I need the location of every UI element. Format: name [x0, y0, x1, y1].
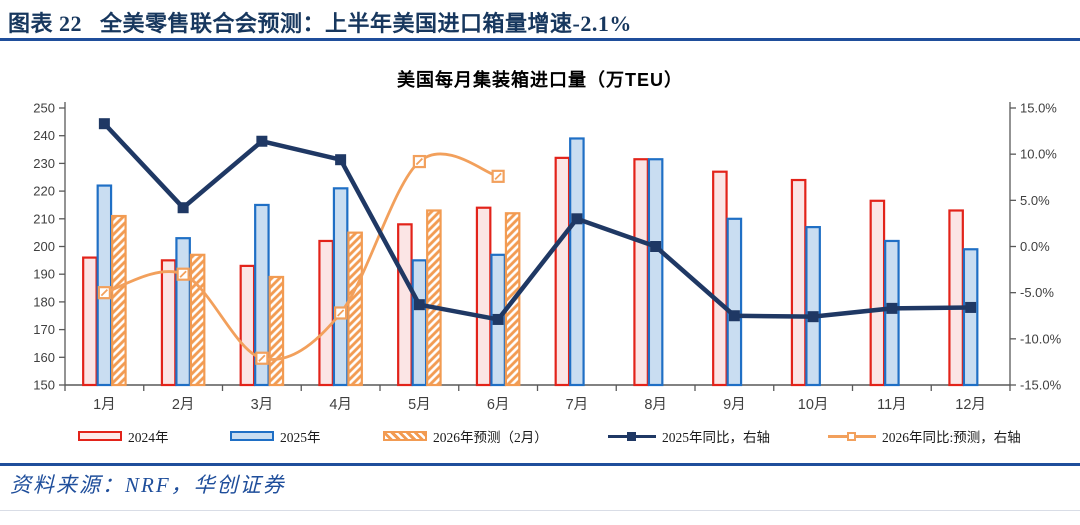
legend-swatch-2025-bar	[230, 431, 274, 441]
svg-text:190: 190	[33, 267, 55, 282]
svg-text:170: 170	[33, 322, 55, 337]
svg-text:230: 230	[33, 156, 55, 171]
svg-text:200: 200	[33, 239, 55, 254]
svg-text:160: 160	[33, 350, 55, 365]
legend-label: 2025年同比，右轴	[662, 430, 770, 445]
title-divider	[0, 38, 1080, 41]
legend-label: 2025年	[280, 430, 321, 445]
left-axis: 250 240 230 220 210 200 190 180 170 160 150	[33, 101, 65, 393]
chart-canvas: 250 240 230 220 210 200 190 180 170 160 150 15.0% 10…	[33, 101, 1062, 414]
chart-legend: 2024年 2025年 2026年预测（2月） 2025年同比，右轴 2026年…	[0, 424, 1080, 450]
legend-label: 2024年	[128, 430, 169, 445]
svg-text:11月: 11月	[877, 397, 907, 413]
svg-text:220: 220	[33, 184, 55, 199]
svg-text:15.0%: 15.0%	[1020, 101, 1057, 116]
legend-swatch-navy-line	[608, 430, 656, 442]
svg-text:10月: 10月	[798, 397, 829, 413]
svg-text:1月: 1月	[93, 397, 116, 413]
legend-swatch-orange-line	[828, 430, 876, 442]
legend-item-2024: 2024年	[78, 424, 169, 448]
svg-text:210: 210	[33, 211, 55, 226]
svg-text:-5.0%: -5.0%	[1020, 285, 1054, 300]
svg-text:-10.0%: -10.0%	[1020, 331, 1062, 346]
legend-swatch-2024-bar	[78, 431, 122, 441]
legend-item-2026-yoy-forecast: 2026年同比:预测，右轴	[828, 424, 1021, 448]
svg-text:150: 150	[33, 378, 55, 393]
legend-item-2025-yoy: 2025年同比，右轴	[608, 424, 770, 448]
svg-text:12月: 12月	[955, 397, 986, 413]
svg-text:8月: 8月	[644, 397, 667, 413]
legend-swatch-2026-hatched-bar	[383, 431, 427, 441]
svg-text:9月: 9月	[723, 397, 746, 413]
svg-text:7月: 7月	[566, 397, 589, 413]
svg-text:3月: 3月	[251, 397, 274, 413]
svg-text:240: 240	[33, 128, 55, 143]
bottom-divider	[0, 510, 1080, 511]
svg-text:180: 180	[33, 294, 55, 309]
x-axis: 1月 2月 3月 4月 5月 6月 7月 8月 9月 10月 11月 12月	[64, 385, 1011, 413]
bars-2024年	[82, 156, 964, 387]
svg-text:-15.0%: -15.0%	[1020, 378, 1062, 393]
svg-text:250: 250	[33, 101, 55, 116]
line-2025年同比，右轴	[98, 118, 977, 325]
svg-text:5月: 5月	[408, 397, 431, 413]
svg-text:5.0%: 5.0%	[1020, 193, 1050, 208]
page-title: 图表 22 全美零售联合会预测：上半年美国进口箱量增速-2.1%	[8, 11, 632, 36]
chart-title: 美国每月集装箱进口量（万TEU）	[397, 70, 683, 90]
footer-divider	[0, 463, 1080, 466]
right-axis: 15.0% 10.0% 5.0% 0.0% -5.0% -10.0% -15.0%	[1010, 101, 1062, 393]
source-note: 资料来源：NRF，华创证券	[10, 473, 286, 497]
legend-item-2025: 2025年	[230, 424, 321, 448]
line-2026年同比:预测，右轴	[97, 152, 505, 365]
legend-label: 2026年预测（2月）	[433, 430, 548, 445]
legend-item-2026-forecast: 2026年预测（2月）	[383, 424, 548, 448]
svg-text:4月: 4月	[329, 397, 352, 413]
bars-2025年	[96, 137, 979, 387]
svg-text:2月: 2月	[172, 397, 195, 413]
svg-text:10.0%: 10.0%	[1020, 147, 1057, 162]
svg-text:6月: 6月	[487, 397, 510, 413]
svg-text:0.0%: 0.0%	[1020, 239, 1050, 254]
legend-label: 2026年同比:预测，右轴	[882, 430, 1021, 445]
